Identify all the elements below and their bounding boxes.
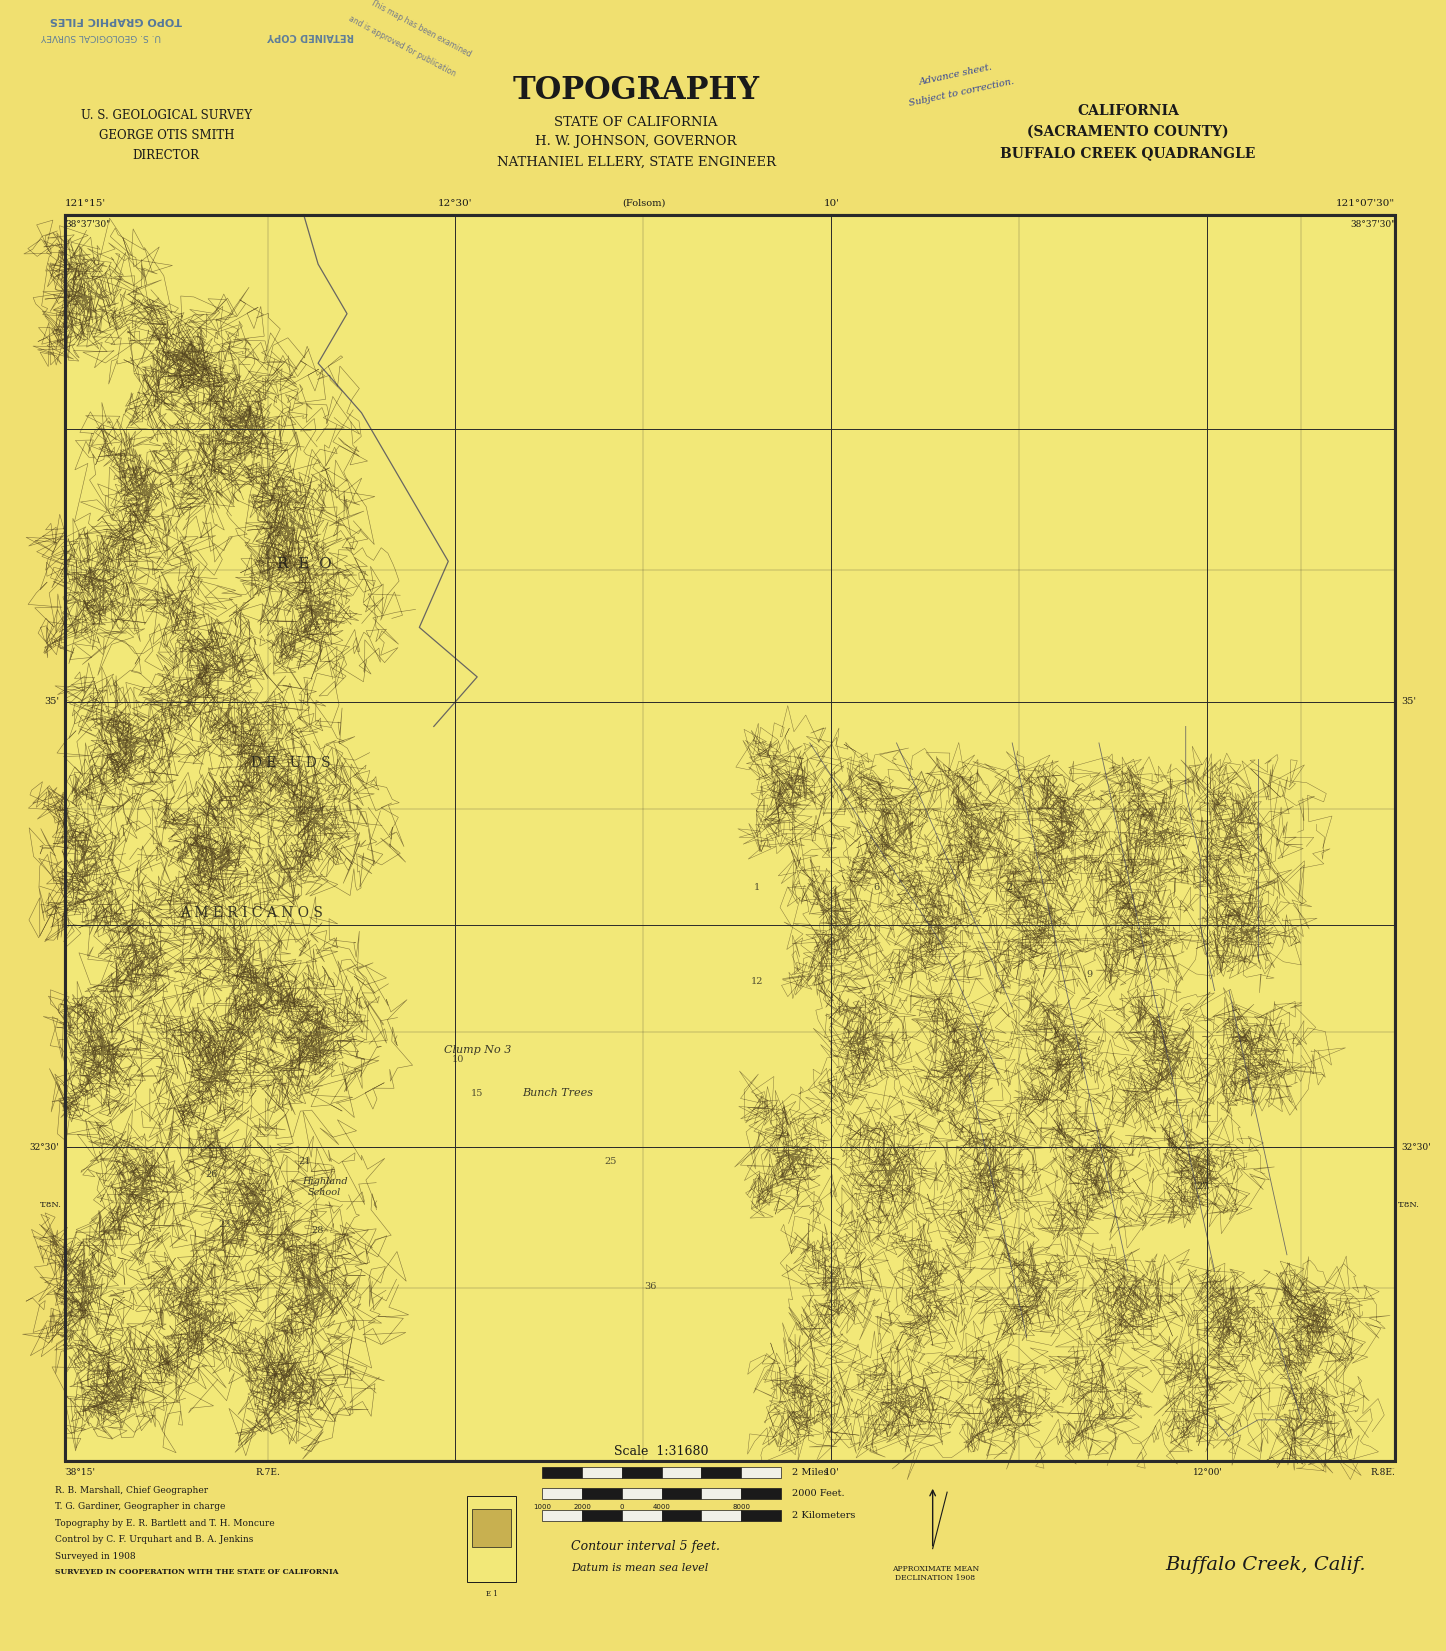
Text: (Cosumnes): (Cosumnes) [615, 1468, 672, 1476]
Text: R.8E.: R.8E. [1371, 1468, 1395, 1476]
Text: 10: 10 [451, 1055, 464, 1065]
Bar [471, 1509, 512, 1547]
Text: DIRECTOR: DIRECTOR [133, 149, 200, 162]
Text: GEORGE OTIS SMITH: GEORGE OTIS SMITH [98, 129, 234, 142]
Text: TOPO GRAPHIC FILES: TOPO GRAPHIC FILES [49, 15, 182, 25]
Text: BUFFALO CREEK QUADRANGLE: BUFFALO CREEK QUADRANGLE [1001, 147, 1255, 160]
Text: Contour interval 5 feet.: Contour interval 5 feet. [571, 1540, 720, 1554]
Text: 1: 1 [753, 883, 761, 892]
Text: 121°15': 121°15' [65, 200, 106, 208]
Text: 9: 9 [1086, 971, 1093, 979]
Bar [581, 1489, 622, 1499]
Bar [542, 1509, 581, 1521]
Text: A M E R I C A N O S: A M E R I C A N O S [179, 906, 322, 920]
Text: 6: 6 [873, 883, 879, 892]
Text: 35': 35' [1401, 697, 1416, 707]
Text: T.8N.: T.8N. [40, 1202, 62, 1209]
Bar [467, 1496, 516, 1582]
Text: 2: 2 [1006, 883, 1012, 892]
Text: Datum is mean sea level: Datum is mean sea level [571, 1563, 709, 1573]
Text: 8000: 8000 [732, 1504, 750, 1511]
Bar [542, 1489, 581, 1499]
Text: 26: 26 [205, 1171, 217, 1179]
Text: Scale  1:31680: Scale 1:31680 [615, 1445, 709, 1458]
Text: STATE OF CALIFORNIA: STATE OF CALIFORNIA [554, 116, 719, 129]
Text: 25: 25 [604, 1157, 616, 1167]
Bar [701, 1509, 742, 1521]
Text: RETAINED COPY: RETAINED COPY [268, 31, 354, 41]
Text: 38°15': 38°15' [65, 1468, 95, 1476]
Bar [742, 1468, 781, 1478]
Text: APPROXIMATE MEAN
DECLINATION 1908: APPROXIMATE MEAN DECLINATION 1908 [892, 1565, 979, 1582]
Text: 0: 0 [619, 1504, 625, 1511]
Text: 10': 10' [823, 1468, 840, 1476]
Text: 2000 Feet.: 2000 Feet. [792, 1489, 844, 1497]
Bar [542, 1468, 581, 1478]
Text: 2 Miles: 2 Miles [792, 1468, 829, 1476]
Text: R.7E.: R.7E. [254, 1468, 281, 1476]
Bar [662, 1509, 701, 1521]
Bar [701, 1468, 742, 1478]
Bar [65, 215, 1395, 1461]
Bar [622, 1468, 662, 1478]
Text: 1000: 1000 [534, 1504, 551, 1511]
Text: 23: 23 [218, 1220, 231, 1228]
Text: 12: 12 [750, 977, 763, 986]
Bar [65, 215, 1395, 1461]
Text: 12°00': 12°00' [1193, 1468, 1222, 1476]
Text: (Folsom): (Folsom) [622, 200, 665, 208]
Text: and is approved for publication: and is approved for publication [347, 15, 457, 78]
Bar [742, 1509, 781, 1521]
Bar [662, 1468, 701, 1478]
Text: 32°30': 32°30' [30, 1142, 59, 1152]
Text: Advance sheet.: Advance sheet. [918, 63, 993, 86]
Text: U. S. GEOLOGICAL SURVEY: U. S. GEOLOGICAL SURVEY [81, 109, 252, 122]
Text: 7: 7 [886, 977, 894, 986]
Text: 15: 15 [471, 1090, 483, 1098]
Text: Buffalo Creek, Calif.: Buffalo Creek, Calif. [1165, 1557, 1365, 1573]
Text: Control by C. F. Urquhart and B. A. Jenkins: Control by C. F. Urquhart and B. A. Jenk… [55, 1535, 253, 1544]
Text: H. W. JOHNSON, GOVERNOR: H. W. JOHNSON, GOVERNOR [535, 135, 737, 149]
Text: Highland
School: Highland School [302, 1177, 347, 1197]
Text: 28: 28 [312, 1227, 324, 1235]
Bar [581, 1468, 622, 1478]
Text: This map has been examined: This map has been examined [369, 0, 473, 58]
Text: E 1: E 1 [486, 1590, 497, 1598]
Text: (SACRAMENTO COUNTY): (SACRAMENTO COUNTY) [1027, 125, 1229, 139]
Bar [701, 1489, 742, 1499]
Text: R  E  O: R E O [278, 556, 333, 571]
Text: Surveyed in 1908: Surveyed in 1908 [55, 1552, 136, 1560]
Text: Subject to correction.: Subject to correction. [908, 78, 1015, 107]
Text: SURVEYED IN COOPERATION WITH THE STATE OF CALIFORNIA: SURVEYED IN COOPERATION WITH THE STATE O… [55, 1568, 338, 1577]
Text: 35': 35' [45, 697, 59, 707]
Bar [622, 1489, 662, 1499]
Text: 12°30': 12°30' [438, 200, 473, 208]
Text: T. G. Gardiner, Geographer in charge: T. G. Gardiner, Geographer in charge [55, 1502, 226, 1511]
Text: 2000: 2000 [573, 1504, 591, 1511]
Text: 2 Kilometers: 2 Kilometers [792, 1511, 856, 1519]
Text: 38°37'30": 38°37'30" [1351, 220, 1395, 228]
Text: 21: 21 [298, 1157, 311, 1167]
Bar [662, 1489, 701, 1499]
Text: 121°07'30": 121°07'30" [1336, 200, 1395, 208]
Text: 27: 27 [1196, 1182, 1209, 1192]
Text: U. S. GEOLOGICAL SURVEY: U. S. GEOLOGICAL SURVEY [42, 31, 161, 41]
Text: NATHANIEL ELLERY, STATE ENGINEER: NATHANIEL ELLERY, STATE ENGINEER [497, 155, 775, 168]
Bar [742, 1489, 781, 1499]
Text: R. B. Marshall, Chief Geographer: R. B. Marshall, Chief Geographer [55, 1486, 208, 1494]
Text: 36: 36 [645, 1283, 656, 1291]
Text: 4000: 4000 [652, 1504, 671, 1511]
Text: Topography by E. R. Bartlett and T. H. Moncure: Topography by E. R. Bartlett and T. H. M… [55, 1519, 275, 1527]
Text: Clump No 3: Clump No 3 [444, 1045, 510, 1055]
Text: 38°37'30": 38°37'30" [65, 220, 110, 228]
Text: D E   U D S: D E U D S [252, 756, 331, 769]
Bar [581, 1509, 622, 1521]
Text: TOPOGRAPHY: TOPOGRAPHY [513, 76, 759, 106]
Bar [622, 1509, 662, 1521]
Text: T.8N.: T.8N. [1398, 1202, 1420, 1209]
Text: 32°30': 32°30' [1401, 1142, 1430, 1152]
Text: Bunch Trees: Bunch Trees [522, 1088, 593, 1098]
Text: 10': 10' [823, 200, 840, 208]
Text: CALIFORNIA: CALIFORNIA [1077, 104, 1178, 117]
